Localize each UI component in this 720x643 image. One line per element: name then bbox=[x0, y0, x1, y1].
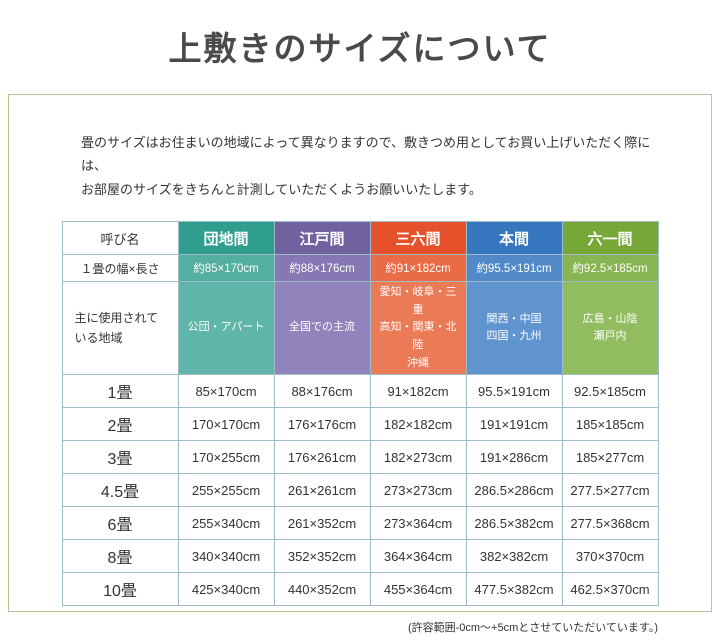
page-title: 上敷きのサイズについて bbox=[168, 29, 552, 68]
mat-count-label: 6畳 bbox=[61, 506, 179, 541]
unit-size-cell-5: 約92.5×185cm bbox=[561, 254, 659, 283]
content-box: 畳のサイズはお住まいの地域によって異なりますので、敷きつめ用としてお買い上げいた… bbox=[8, 94, 712, 634]
dimension-cell-5: 277.5×368cm bbox=[561, 506, 659, 541]
table-row: 8畳 340×340cm 352×352cm 364×364cm 382×382cm 37… bbox=[61, 539, 659, 574]
dimension-cell-4: 477.5×382cm bbox=[465, 572, 563, 607]
dimension-cell-5: 185×277cm bbox=[561, 440, 659, 475]
mat-count-label: 2畳 bbox=[61, 407, 179, 442]
dimension-cell-2: 261×352cm bbox=[273, 506, 371, 541]
unit-size-cell-1: 約85×170cm bbox=[177, 254, 275, 283]
dimension-cell-5: 185×185cm bbox=[561, 407, 659, 442]
dimension-cell-3: 182×273cm bbox=[369, 440, 467, 475]
dimension-cell-2: 88×176cm bbox=[273, 374, 371, 409]
region-row-label: 主に使用されて いる地域 bbox=[61, 281, 179, 376]
column-header-4: 本間 bbox=[465, 221, 563, 256]
region-cell-4: 関西・中国 四国・九州 bbox=[465, 281, 563, 376]
tatami-size-table: 呼び名 団地間 江戸間 三六間 本間 六一間 １畳の幅×長さ 約85×170cm 約88×176… bbox=[61, 221, 659, 607]
unit-size-cell-2: 約88×176cm bbox=[273, 254, 371, 283]
dimension-cell-3: 182×182cm bbox=[369, 407, 467, 442]
dimension-cell-4: 286.5×286cm bbox=[465, 473, 563, 508]
region-cell-2: 全国での主流 bbox=[273, 281, 371, 376]
unit-size-row-label: １畳の幅×長さ bbox=[61, 254, 179, 283]
intro-line-1: 畳のサイズはお住まいの地域によって異なりますので、敷きつめ用としてお買い上げいた… bbox=[81, 135, 651, 174]
dimension-cell-4: 191×286cm bbox=[465, 440, 563, 475]
dimension-cell-3: 273×273cm bbox=[369, 473, 467, 508]
unit-size-row: １畳の幅×長さ 約85×170cm 約88×176cm 約91×182cm 約95.5×… bbox=[61, 254, 659, 283]
table-row: 1畳 85×170cm 88×176cm 91×182cm 95.5×191cm 92.5… bbox=[61, 374, 659, 409]
dimension-cell-4: 191×191cm bbox=[465, 407, 563, 442]
dimension-cell-5: 370×370cm bbox=[561, 539, 659, 574]
dimension-cell-3: 364×364cm bbox=[369, 539, 467, 574]
mat-count-label: 1畳 bbox=[61, 374, 179, 409]
region-cell-1: 公団・アパート bbox=[177, 281, 275, 376]
dimension-cell-2: 176×176cm bbox=[273, 407, 371, 442]
dimension-cell-2: 352×352cm bbox=[273, 539, 371, 574]
unit-size-cell-3: 約91×182cm bbox=[369, 254, 467, 283]
corner-header-cell: 呼び名 bbox=[61, 221, 179, 256]
tolerance-footnote: (許容範囲-0cm～+5cmとさせていただいています。) bbox=[407, 622, 658, 635]
region-cell-5: 広島・山陰 瀬戸内 bbox=[561, 281, 659, 376]
dimension-cell-3: 273×364cm bbox=[369, 506, 467, 541]
dimension-cell-4: 95.5×191cm bbox=[465, 374, 563, 409]
column-header-5: 六一間 bbox=[561, 221, 659, 256]
dimension-cell-1: 170×255cm bbox=[177, 440, 275, 475]
dimension-cell-1: 85×170cm bbox=[177, 374, 275, 409]
dimension-cell-1: 255×340cm bbox=[177, 506, 275, 541]
region-row: 主に使用されて いる地域 公団・アパート 全国での主流 愛知・岐阜・三重 高知・関東・北陸… bbox=[61, 281, 659, 376]
table-row: 4.5畳 255×255cm 261×261cm 273×273cm 286.5×286… bbox=[61, 473, 659, 508]
mat-count-label: 3畳 bbox=[61, 440, 179, 475]
table-row: 2畳 170×170cm 176×176cm 182×182cm 191×191cm 18… bbox=[61, 407, 659, 442]
column-header-2: 江戸間 bbox=[273, 221, 371, 256]
header-row: 呼び名 団地間 江戸間 三六間 本間 六一間 bbox=[61, 221, 659, 256]
dimension-cell-1: 425×340cm bbox=[177, 572, 275, 607]
dimension-cell-1: 170×170cm bbox=[177, 407, 275, 442]
table-row: 10畳 425×340cm 440×352cm 455×364cm 477.5×382c… bbox=[61, 572, 659, 607]
column-header-3: 三六間 bbox=[369, 221, 467, 256]
dimension-cell-2: 261×261cm bbox=[273, 473, 371, 508]
region-cell-3: 愛知・岐阜・三重 高知・関東・北陸 沖縄 bbox=[369, 281, 467, 376]
unit-size-cell-4: 約95.5×191cm bbox=[465, 254, 563, 283]
page: 上敷きのサイズについて 畳のサイズはお住まいの地域によって異なりますので、敷きつ… bbox=[0, 22, 720, 643]
dimension-cell-2: 440×352cm bbox=[273, 572, 371, 607]
dimension-cell-1: 255×255cm bbox=[177, 473, 275, 508]
dimension-cell-5: 462.5×370cm bbox=[561, 572, 659, 607]
dimension-cell-3: 455×364cm bbox=[369, 572, 467, 607]
table-row: 3畳 170×255cm 176×261cm 182×273cm 191×286cm 18… bbox=[61, 440, 659, 475]
intro-text: 畳のサイズはお住まいの地域によって異なりますので、敷きつめ用としてお買い上げいた… bbox=[81, 131, 651, 201]
mat-count-label: 10畳 bbox=[61, 572, 179, 607]
dimension-cell-1: 340×340cm bbox=[177, 539, 275, 574]
intro-line-2: お部屋のサイズをきちんと計測していただくようお願いいたします。 bbox=[81, 181, 482, 197]
dimension-cell-5: 92.5×185cm bbox=[561, 374, 659, 409]
table-row: 6畳 255×340cm 261×352cm 273×364cm 286.5×382cm… bbox=[61, 506, 659, 541]
column-header-1: 団地間 bbox=[177, 221, 275, 256]
mat-count-label: 8畳 bbox=[61, 539, 179, 574]
mat-count-label: 4.5畳 bbox=[61, 473, 179, 508]
dimension-cell-4: 382×382cm bbox=[465, 539, 563, 574]
dimension-cell-3: 91×182cm bbox=[369, 374, 467, 409]
dimension-cell-4: 286.5×382cm bbox=[465, 506, 563, 541]
dimension-cell-5: 277.5×277cm bbox=[561, 473, 659, 508]
dimension-cell-2: 176×261cm bbox=[273, 440, 371, 475]
